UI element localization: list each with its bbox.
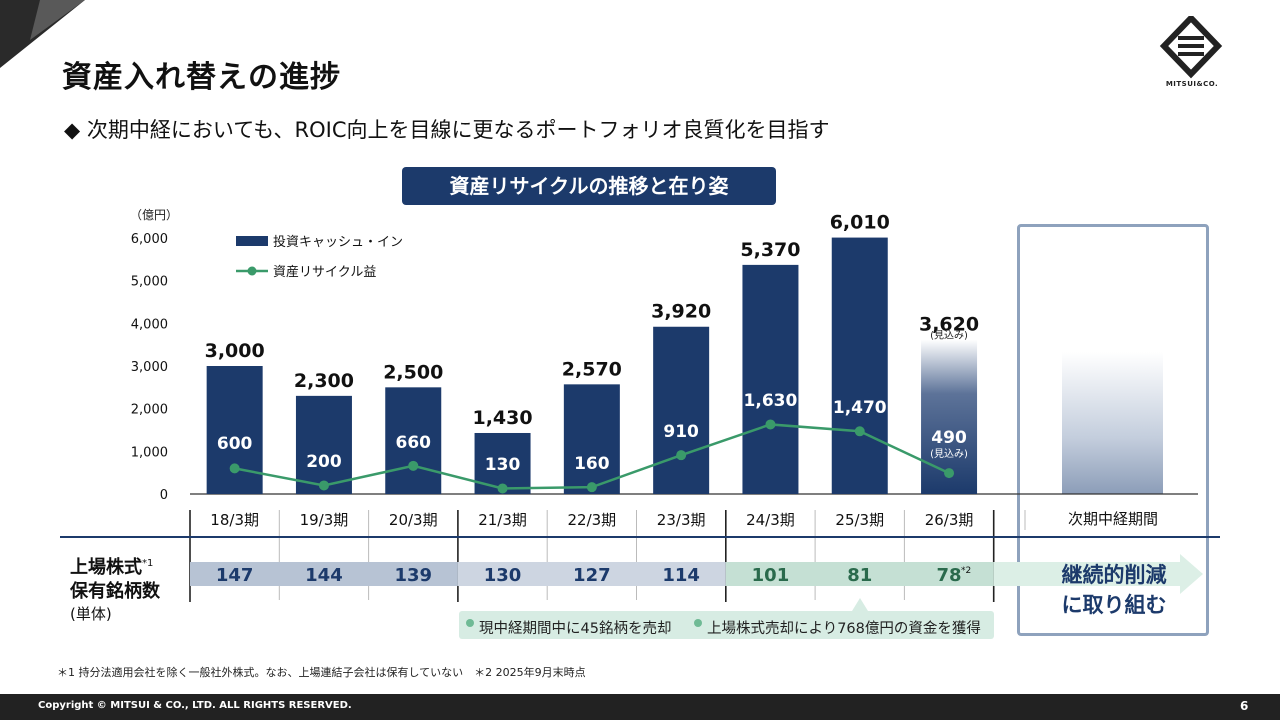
bar-estimate-note: (見込み) [930, 330, 968, 342]
bar [831, 237, 888, 494]
line-value-label: 600 [217, 434, 253, 454]
listed-note-pill [459, 611, 994, 639]
line-value-label: 1,470 [833, 398, 887, 418]
future-note-line2: に取り組む [1061, 593, 1167, 617]
line-value-label: 130 [485, 455, 521, 475]
bar [742, 264, 799, 494]
listed-count-footnote-mark: *2 [961, 566, 971, 576]
legend-swatch-bar [236, 236, 268, 246]
line-point [944, 468, 955, 479]
bar [563, 384, 620, 494]
y-tick-label: 0 [160, 488, 168, 503]
logo-text: MITSUI&CO. [1165, 80, 1219, 88]
line-point [229, 463, 240, 474]
band-arrow [993, 554, 1203, 594]
listed-label-line2: 保有銘柄数 [70, 581, 160, 602]
page-subtitle: ◆ 次期中経においても、ROIC向上を目線に更なるポートフォリオ良質化を目指す [64, 118, 830, 142]
legend-label-bar: 投資キャッシュ・イン [273, 234, 403, 250]
line-value-label: 660 [396, 433, 432, 453]
listed-count: 101 [752, 565, 790, 586]
line-point [497, 483, 508, 494]
future-period-box [1017, 224, 1209, 636]
listed-shares-unit: (単体) [70, 605, 112, 623]
band-segment [190, 562, 458, 586]
future-period-bar [1062, 352, 1163, 494]
listed-count: 78 [937, 565, 962, 586]
y-tick-label: 5,000 [131, 275, 168, 290]
line-value-label: 490 [931, 428, 967, 448]
legend-label-line: 資産リサイクル益 [273, 264, 376, 280]
x-tick-label: 25/3期 [835, 511, 884, 529]
line-value-label: 200 [306, 452, 342, 472]
line-point [408, 460, 419, 471]
y-tick-label: 3,000 [131, 360, 168, 375]
corner-decoration [0, 0, 85, 68]
x-tick-label: 20/3期 [389, 511, 438, 529]
note-pointer [852, 598, 868, 611]
x-tick-label: 22/3期 [568, 511, 617, 529]
bar-value-label: 3,000 [205, 340, 265, 362]
bar-value-label: 2,570 [562, 358, 622, 380]
listed-count: 114 [662, 565, 700, 586]
line-point [854, 426, 865, 437]
listed-note-left: 現中経期間中に45銘柄を売却 [479, 621, 672, 637]
footnote: ＊1 持分法適用会社を除く一般社外株式。なお、上場連結子会社は保有していない ＊… [57, 666, 586, 679]
x-tick-label: 21/3期 [478, 511, 527, 529]
listed-label-footnote-mark: *1 [142, 558, 154, 569]
future-period-note: 継続的削減 に取り組む [1034, 560, 1194, 620]
line-point [586, 482, 597, 493]
line-estimate-note: (見込み) [930, 448, 968, 460]
future-note-line1: 継続的削減 [1061, 563, 1167, 587]
listed-count: 147 [216, 565, 254, 586]
listed-count: 81 [847, 565, 872, 586]
bar-value-label: 6,010 [830, 212, 890, 234]
bar [295, 395, 352, 494]
future-period-label: 次期中経期間 [1067, 510, 1158, 528]
line-value-label: 910 [663, 422, 699, 442]
page-title: 資産入れ替えの進捗 [62, 60, 341, 95]
listed-count: 139 [394, 565, 432, 586]
bar-value-label: 5,370 [740, 239, 800, 261]
page-number: 6 [1240, 699, 1249, 713]
x-tick-label: 24/3期 [746, 511, 795, 529]
line-value-label: 160 [574, 454, 610, 474]
y-tick-label: 4,000 [131, 317, 168, 332]
x-tick-label: 23/3期 [657, 511, 706, 529]
bar-value-label: 3,920 [651, 301, 711, 323]
listed-note-right: 上場株式売却により768億円の資金を獲得 [707, 621, 981, 637]
listed-label-line1: 上場株式 [70, 557, 142, 578]
bar [653, 326, 710, 494]
listed-count: 130 [484, 565, 522, 586]
listed-count: 127 [573, 565, 611, 586]
bar-value-label: 3,620 [919, 314, 979, 336]
band-segment [457, 562, 726, 586]
x-tick-label: 19/3期 [300, 511, 349, 529]
bar-value-label: 2,500 [383, 361, 443, 383]
copyright-text: Copyright © MITSUI & CO., LTD. ALL RIGHT… [38, 700, 352, 711]
band-segment [725, 562, 994, 586]
chart-title-banner: 資産リサイクルの推移と在り姿 [402, 167, 776, 205]
listed-shares-label: 上場株式*1 保有銘柄数 [70, 552, 160, 604]
legend-swatch-point [247, 266, 257, 276]
note-bullet-icon [694, 619, 702, 627]
note-bullet-icon [466, 619, 474, 627]
x-tick-label: 18/3期 [210, 511, 259, 529]
y-tick-label: 2,000 [131, 403, 168, 418]
line-point [765, 419, 776, 430]
line-point [676, 450, 687, 461]
y-axis-unit: （億円） [130, 208, 178, 222]
bar-value-label: 2,300 [294, 370, 354, 392]
y-tick-label: 6,000 [131, 232, 168, 247]
bar [206, 366, 263, 494]
listed-count: 144 [305, 565, 343, 586]
line-point [318, 480, 329, 491]
bar [385, 387, 442, 494]
footer-bar [0, 694, 1280, 720]
x-tick-label: 26/3期 [925, 511, 974, 529]
y-tick-label: 1,000 [131, 445, 168, 460]
bar-value-label: 1,430 [472, 407, 532, 429]
line-value-label: 1,630 [744, 391, 798, 411]
mitsui-logo-icon [1159, 16, 1223, 79]
